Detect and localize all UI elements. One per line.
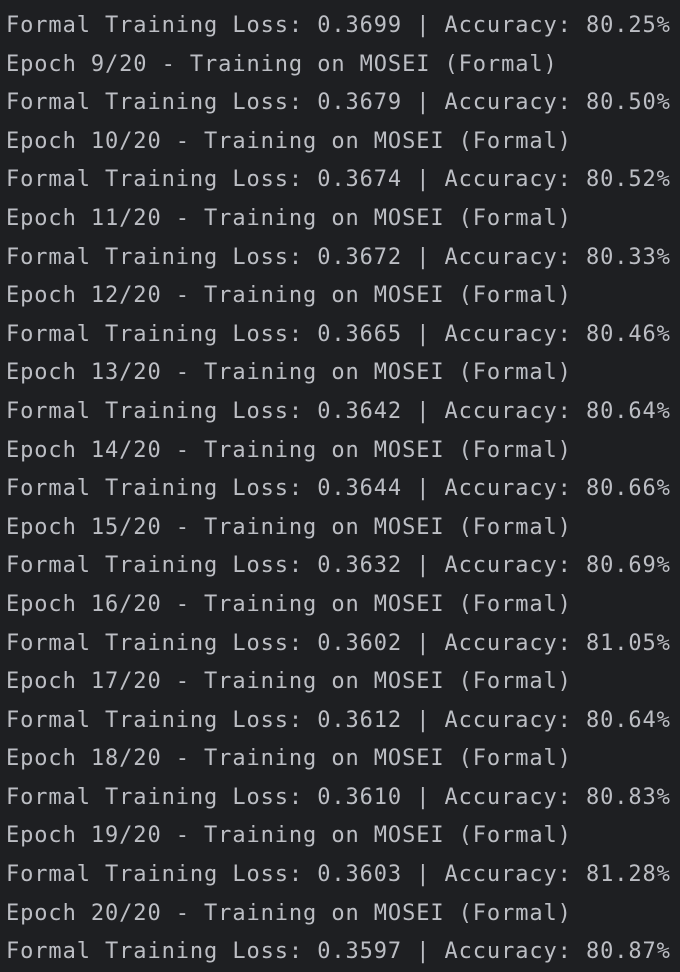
log-line: Epoch 12/20 - Training on MOSEI (Formal)	[6, 283, 572, 309]
log-line: Formal Training Loss: 0.3602 | Accuracy:…	[6, 630, 671, 656]
log-line: Epoch 20/20 - Training on MOSEI (Formal)	[6, 900, 572, 926]
log-line: Epoch 16/20 - Training on MOSEI (Formal)	[6, 591, 572, 617]
log-line: Formal Training Loss: 0.3679 | Accuracy:…	[6, 90, 671, 116]
log-line: Formal Training Loss: 0.3672 | Accuracy:…	[6, 244, 671, 270]
log-line: Formal Training Loss: 0.3612 | Accuracy:…	[6, 707, 671, 733]
log-line: Epoch 10/20 - Training on MOSEI (Formal)	[6, 128, 572, 154]
log-line: Epoch 11/20 - Training on MOSEI (Formal)	[6, 205, 572, 231]
log-line: Formal Training Loss: 0.3610 | Accuracy:…	[6, 784, 671, 810]
log-line: Formal Training Loss: 0.3603 | Accuracy:…	[6, 862, 671, 888]
log-line: Formal Training Loss: 0.3644 | Accuracy:…	[6, 476, 671, 502]
log-line: Epoch 19/20 - Training on MOSEI (Formal)	[6, 823, 572, 849]
log-line: Formal Training Loss: 0.3597 | Accuracy:…	[6, 939, 671, 965]
log-line: Epoch 15/20 - Training on MOSEI (Formal)	[6, 514, 572, 540]
log-line: Formal Training Loss: 0.3699 | Accuracy:…	[6, 13, 671, 38]
log-line: Formal Training Loss: 0.3632 | Accuracy:…	[6, 553, 671, 579]
log-line: Formal Training Loss: 0.3642 | Accuracy:…	[6, 398, 671, 424]
log-line: Epoch 9/20 - Training on MOSEI (Formal)	[6, 51, 558, 77]
log-line: Formal Training Loss: 0.3674 | Accuracy:…	[6, 167, 671, 193]
log-line: Epoch 17/20 - Training on MOSEI (Formal)	[6, 669, 572, 695]
log-line: Epoch 14/20 - Training on MOSEI (Formal)	[6, 437, 572, 463]
log-line: Epoch 13/20 - Training on MOSEI (Formal)	[6, 360, 572, 386]
log-line: Formal Training Loss: 0.3665 | Accuracy:…	[6, 321, 671, 347]
log-line: Epoch 18/20 - Training on MOSEI (Formal)	[6, 746, 572, 772]
